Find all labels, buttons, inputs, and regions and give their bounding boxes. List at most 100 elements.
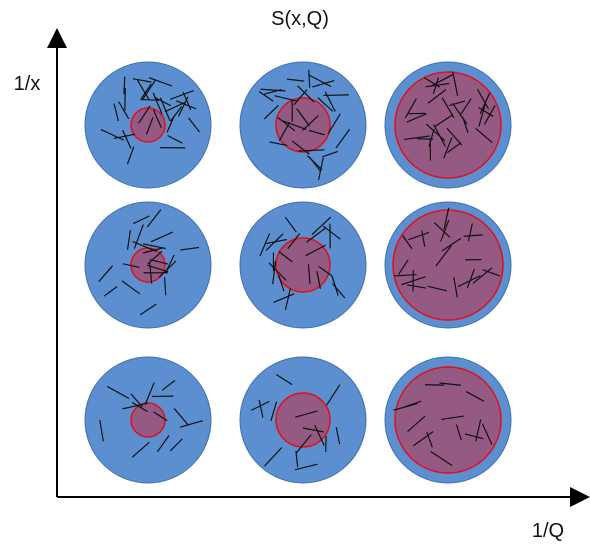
parton — [398, 259, 409, 275]
parton — [99, 419, 104, 442]
parton — [136, 79, 150, 101]
saturation-region — [275, 392, 331, 448]
parton — [452, 71, 459, 96]
parton — [475, 419, 482, 442]
parton — [324, 91, 336, 112]
parton — [188, 117, 201, 133]
parton — [441, 237, 462, 252]
parton — [133, 215, 150, 225]
parton — [295, 434, 312, 454]
parton — [433, 222, 451, 238]
parton — [430, 450, 453, 467]
parton — [179, 420, 203, 428]
parton — [446, 127, 463, 146]
saturation-region — [275, 97, 331, 153]
parton — [274, 95, 298, 102]
parton — [441, 415, 464, 421]
parton — [164, 277, 167, 296]
parton — [296, 108, 310, 127]
parton — [291, 140, 310, 155]
parton — [394, 273, 417, 277]
parton — [133, 224, 144, 249]
parton — [118, 101, 130, 120]
parton — [152, 92, 163, 115]
parton — [113, 103, 119, 122]
parton — [427, 89, 447, 104]
parton — [294, 463, 318, 471]
parton — [140, 83, 152, 100]
parton — [407, 284, 427, 289]
parton — [308, 74, 332, 88]
parton — [264, 447, 283, 467]
parton — [272, 260, 277, 285]
parton — [301, 115, 319, 131]
parton — [307, 264, 311, 285]
parton — [286, 78, 305, 82]
parton — [287, 233, 301, 250]
parton — [447, 142, 462, 154]
parton — [462, 117, 469, 134]
parton — [475, 128, 493, 144]
parton — [306, 227, 327, 243]
saturation-region — [394, 71, 502, 179]
saturation-region — [392, 209, 504, 321]
parton — [457, 275, 481, 288]
parton — [478, 103, 486, 127]
parton — [122, 263, 140, 268]
parton — [404, 98, 417, 119]
parton — [167, 134, 183, 144]
parton — [455, 424, 462, 441]
parton — [180, 246, 200, 251]
parton — [482, 269, 501, 277]
parton — [322, 150, 339, 158]
parton — [406, 113, 428, 123]
parton — [308, 69, 311, 88]
parton — [152, 109, 162, 129]
parton — [432, 77, 440, 94]
parton — [147, 250, 163, 265]
parton — [145, 117, 154, 135]
parton — [278, 274, 285, 292]
parton — [103, 286, 118, 297]
parton — [258, 90, 274, 102]
parton — [312, 80, 335, 88]
parton — [149, 258, 169, 265]
parton — [441, 97, 455, 119]
parton — [295, 410, 318, 418]
saturation-region — [275, 237, 331, 293]
parton — [318, 265, 333, 277]
parton — [148, 77, 173, 87]
parton — [404, 135, 430, 141]
parton — [297, 85, 315, 103]
parton — [440, 219, 450, 242]
parton — [263, 104, 279, 120]
parton — [142, 243, 166, 250]
parton — [131, 441, 150, 458]
parton — [123, 76, 126, 95]
parton — [478, 106, 494, 117]
parton — [448, 100, 466, 107]
parton — [150, 231, 174, 243]
parton — [472, 267, 493, 284]
parton — [439, 382, 462, 386]
parton — [402, 235, 413, 250]
parton — [453, 277, 458, 298]
parton — [459, 98, 472, 117]
parton — [326, 384, 341, 406]
parton — [413, 431, 434, 447]
parton — [265, 233, 284, 251]
parton — [251, 400, 270, 411]
parton — [393, 402, 418, 411]
parton — [295, 450, 299, 467]
parton — [427, 285, 448, 292]
parton — [275, 374, 293, 386]
parton — [401, 276, 426, 286]
parton — [153, 411, 168, 422]
parton — [169, 89, 194, 100]
parton — [425, 123, 446, 142]
parton — [311, 216, 332, 236]
y-axis-label: 1/x — [14, 73, 41, 95]
parton — [327, 113, 341, 135]
parton — [146, 264, 169, 273]
